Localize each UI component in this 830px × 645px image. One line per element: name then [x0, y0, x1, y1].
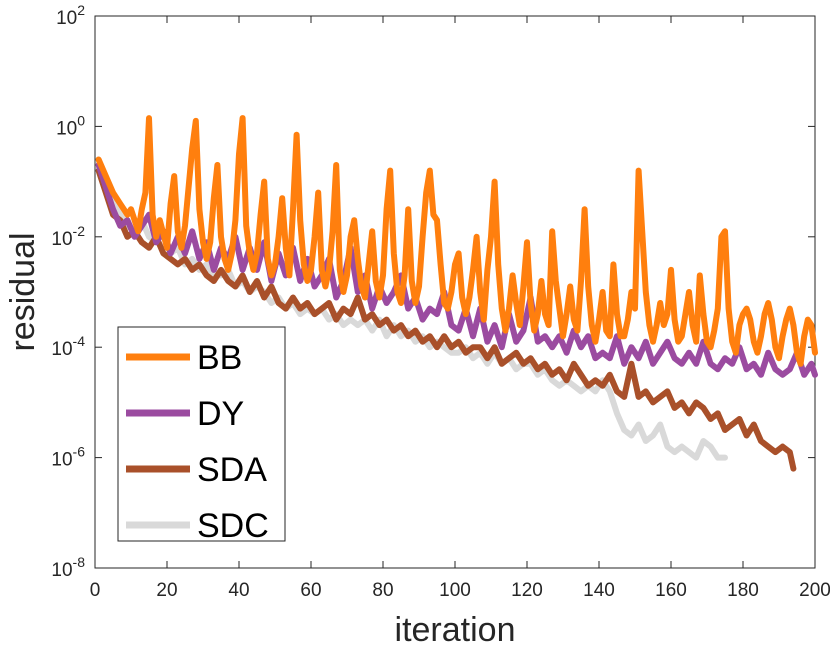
y-axis-label: residual: [4, 232, 42, 351]
y-tick-label: 10-2: [51, 223, 85, 250]
series-line-dy: [95, 162, 818, 378]
x-axis-label: iteration: [395, 611, 516, 645]
y-tick-label: 10-8: [51, 554, 85, 581]
x-tick-label: 20: [156, 580, 177, 601]
legend-label-sda: SDA: [197, 451, 267, 489]
x-tick-label: 40: [228, 580, 249, 601]
x-tick-label: 60: [300, 580, 321, 601]
x-tick-label: 120: [511, 580, 543, 601]
x-tick-label: 200: [799, 580, 830, 601]
legend: BB DY SDA SDC: [117, 326, 286, 545]
x-tick-label: 80: [372, 580, 393, 601]
y-axis: 10-8 10-6 10-4 10-2 100 102: [51, 2, 815, 581]
x-tick-label: 180: [727, 580, 759, 601]
x-tick-label: 100: [439, 580, 471, 601]
x-tick-label: 0: [90, 580, 101, 601]
x-tick-label: 140: [583, 580, 615, 601]
y-tick-label: 10-6: [51, 444, 85, 471]
series-line-sda: [95, 167, 797, 472]
series-lines: [95, 115, 818, 472]
y-tick-label: 10-4: [51, 333, 85, 360]
y-tick-label: 102: [56, 2, 85, 29]
x-axis: 0 20 40 60 80 100 120 140 160 180 200: [90, 16, 830, 601]
legend-label-sdc: SDC: [197, 507, 269, 545]
legend-label-bb: BB: [197, 339, 242, 377]
y-tick-label: 100: [56, 112, 85, 139]
legend-label-dy: DY: [197, 395, 244, 433]
legend-box: [117, 326, 286, 542]
x-tick-label: 160: [655, 580, 687, 601]
series-line-bb: [95, 115, 818, 367]
